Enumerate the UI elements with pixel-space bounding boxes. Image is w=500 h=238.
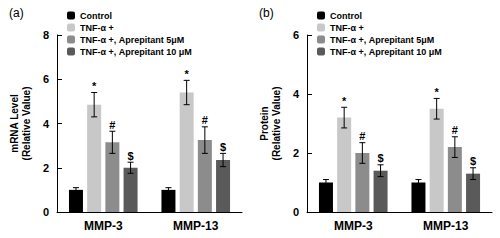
- svg-text:$: $: [470, 155, 476, 167]
- svg-text:TNF-α +, Aprepitant 5μM: TNF-α +, Aprepitant 5μM: [80, 35, 184, 45]
- svg-text:4: 4: [293, 88, 300, 100]
- svg-text:*: *: [342, 95, 347, 107]
- svg-text:#: #: [452, 124, 458, 136]
- svg-text:$: $: [220, 141, 226, 153]
- svg-text:8: 8: [43, 29, 49, 41]
- svg-text:TNF-α +, Aprepitant 10 μM: TNF-α +, Aprepitant 10 μM: [330, 47, 442, 57]
- svg-text:2: 2: [43, 162, 49, 174]
- svg-text:*: *: [185, 68, 190, 80]
- svg-text:MMP-3: MMP-3: [334, 219, 373, 233]
- svg-text:(Relative Value): (Relative Value): [271, 87, 282, 161]
- svg-text:MMP-3: MMP-3: [84, 219, 123, 233]
- svg-text:Control: Control: [330, 11, 362, 21]
- svg-text:MMP-13: MMP-13: [423, 219, 469, 233]
- svg-text:4: 4: [43, 118, 50, 130]
- svg-text:TNF-α +: TNF-α +: [330, 23, 364, 33]
- svg-text:MMP-13: MMP-13: [173, 219, 219, 233]
- svg-text:$: $: [128, 150, 134, 162]
- svg-text:#: #: [202, 114, 208, 126]
- svg-text:*: *: [435, 86, 440, 98]
- svg-text:(Relative Value): (Relative Value): [21, 87, 32, 161]
- svg-text:*: *: [92, 80, 97, 92]
- svg-text:6: 6: [43, 73, 49, 85]
- svg-text:#: #: [109, 119, 115, 131]
- svg-text:mRNA Level: mRNA Level: [9, 94, 20, 153]
- svg-text:TNF-α +, Aprepitant 5μM: TNF-α +, Aprepitant 5μM: [330, 35, 434, 45]
- svg-text:$: $: [378, 152, 384, 164]
- svg-text:(b): (b): [259, 6, 274, 20]
- svg-text:0: 0: [293, 206, 299, 218]
- svg-text:TNF-α +, Aprepitant 10 μM: TNF-α +, Aprepitant 10 μM: [80, 47, 192, 57]
- svg-text:2: 2: [293, 147, 299, 159]
- svg-text:Protein: Protein: [259, 106, 270, 140]
- svg-text:#: #: [359, 130, 365, 142]
- svg-text:(a): (a): [9, 6, 24, 20]
- svg-text:6: 6: [293, 29, 299, 41]
- svg-text:Control: Control: [80, 11, 112, 21]
- svg-text:TNF-α +: TNF-α +: [80, 23, 114, 33]
- svg-text:0: 0: [43, 206, 49, 218]
